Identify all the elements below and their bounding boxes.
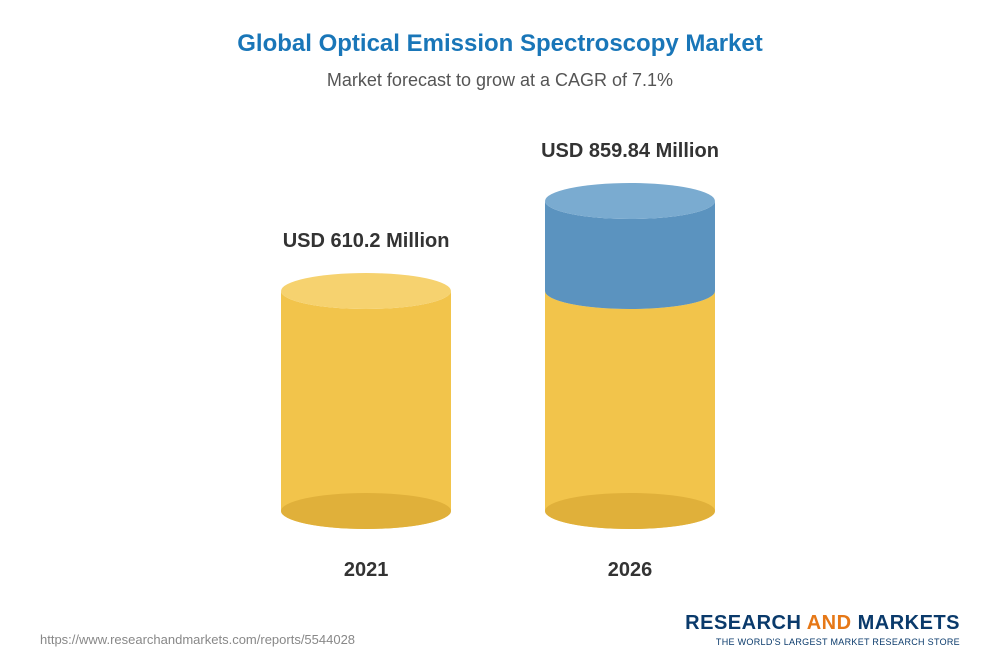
brand-markets: MARKETS — [858, 612, 960, 634]
chart-area: USD 610.2 Million 2021 USD 859.84 Millio… — [40, 121, 960, 592]
brand-title: RESEARCH AND MARKETS — [685, 612, 960, 635]
chart-container: Global Optical Emission Spectroscopy Mar… — [0, 0, 1000, 667]
chart-title: Global Optical Emission Spectroscopy Mar… — [40, 30, 960, 58]
brand-and: AND — [801, 612, 857, 634]
source-url: https://www.researchandmarkets.com/repor… — [40, 632, 355, 647]
brand-logo: RESEARCH AND MARKETS THE WORLD'S LARGEST… — [685, 612, 960, 647]
cylinder-svg-2021 — [281, 273, 451, 534]
brand-research: RESEARCH — [685, 612, 801, 634]
footer: https://www.researchandmarkets.com/repor… — [40, 612, 960, 647]
year-label-2021: 2021 — [344, 559, 389, 582]
cylinder-svg-2026 — [545, 183, 715, 534]
brand-tagline: THE WORLD'S LARGEST MARKET RESEARCH STOR… — [685, 637, 960, 647]
value-label-2021: USD 610.2 Million — [283, 230, 450, 253]
cylinder-2026: USD 859.84 Million 2026 — [541, 140, 719, 582]
year-label-2026: 2026 — [608, 559, 653, 582]
value-label-2026: USD 859.84 Million — [541, 140, 719, 163]
chart-subtitle: Market forecast to grow at a CAGR of 7.1… — [40, 70, 960, 91]
cylinder-2021: USD 610.2 Million 2021 — [281, 230, 451, 582]
